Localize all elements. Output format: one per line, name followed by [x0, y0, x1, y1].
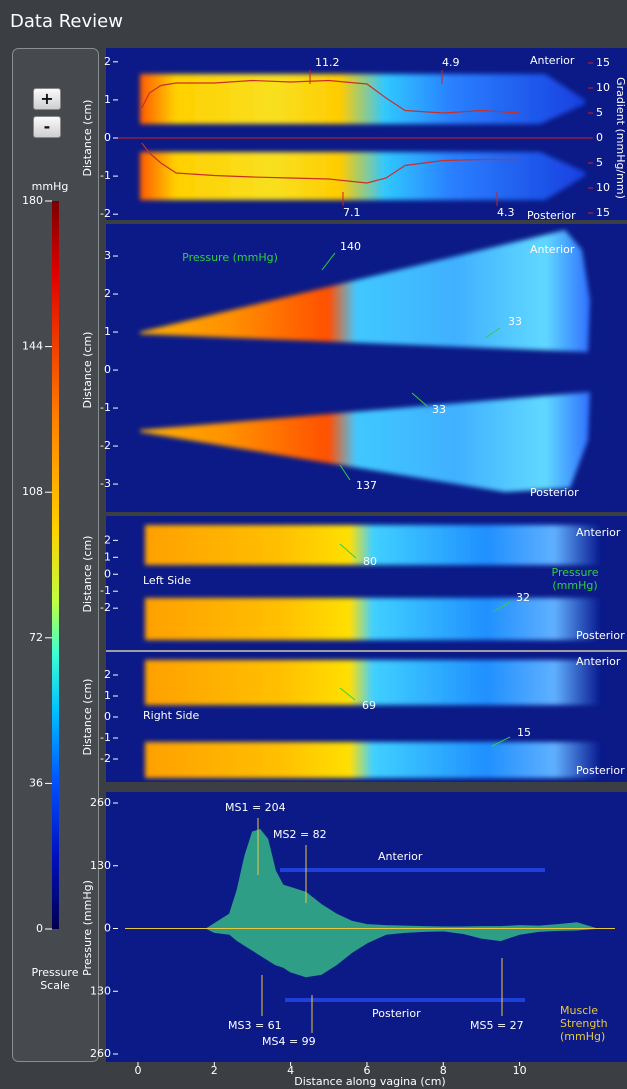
scale-tick-label: 72: [29, 631, 43, 644]
annotation: 7.1: [343, 206, 361, 219]
sensor-strip: [280, 868, 545, 872]
pressure-map: [145, 742, 600, 778]
pressure-caption: Pressure (mmHg): [545, 566, 605, 592]
y-tick-label: -3: [100, 477, 111, 490]
y-tick-label: -2: [100, 601, 111, 614]
y-tick-label: -1: [100, 401, 111, 414]
y-tick-label: 3: [104, 249, 111, 262]
y-tick-label: 0: [104, 922, 111, 935]
annotation: 69: [362, 699, 376, 712]
sensor-strip: [285, 998, 525, 1002]
y-tick-label: 130: [90, 984, 111, 997]
annotation: 80: [363, 555, 377, 568]
x-tick-label: 10: [513, 1064, 527, 1077]
side-label: Right Side: [143, 709, 199, 722]
scale-unit: mmHg: [32, 180, 69, 193]
y-tick-label: -2: [100, 752, 111, 765]
y-axis-title: Pressure (mmHg): [81, 880, 94, 976]
x-axis-title: Distance along vagina (cm): [294, 1075, 445, 1088]
x-tick-label: 2: [211, 1064, 218, 1077]
x-tick-label: 0: [134, 1064, 141, 1077]
anterior-label: Anterior: [530, 243, 575, 256]
posterior-label: Posterior: [576, 629, 625, 642]
y2-tick-label: 0: [596, 131, 603, 144]
annotation: 32: [516, 591, 530, 604]
x-tick-label: 4: [287, 1064, 294, 1077]
annotation: 33: [432, 403, 446, 416]
annotation: MS4 = 99: [262, 1035, 316, 1048]
scale-tick-label: 36: [29, 776, 43, 789]
annotation: 15: [517, 726, 531, 739]
scale-tick-label: 180: [22, 194, 43, 207]
y-tick-label: -2: [100, 439, 111, 452]
zoom-out-button[interactable]: -: [33, 116, 61, 138]
scale-tick-label: 0: [36, 922, 43, 935]
color-bar: [52, 201, 59, 929]
y-axis-title: Distance (cm): [81, 332, 94, 409]
y-axis-title: Distance (cm): [81, 100, 94, 177]
scale-tick-label: 108: [22, 485, 43, 498]
y2-tick-label: 10: [596, 181, 610, 194]
y-tick-label: 1: [104, 93, 111, 106]
anterior-label: Anterior: [576, 655, 621, 668]
anterior-label: Anterior: [530, 54, 575, 67]
annotation: 4.9: [442, 56, 460, 69]
scale-tick-label: 144: [22, 340, 43, 353]
y-tick-label: 2: [104, 668, 111, 681]
y-tick-label: 2: [104, 287, 111, 300]
y-tick-label: 2: [104, 533, 111, 546]
y-tick-label: 0: [104, 710, 111, 723]
annotation: MS2 = 82: [273, 828, 327, 841]
pressure-caption: Pressure (mmHg): [160, 251, 300, 264]
y-tick-label: 260: [90, 1047, 111, 1060]
annotation: 33: [508, 315, 522, 328]
y-tick-label: 130: [90, 859, 111, 872]
y-tick-label: -1: [100, 584, 111, 597]
y-tick-label: 1: [104, 325, 111, 338]
annotation: 137: [356, 479, 377, 492]
posterior-label: Posterior: [372, 1007, 421, 1020]
y-axis-title: Distance (cm): [81, 679, 94, 756]
anterior-label: Anterior: [576, 526, 621, 539]
y2-tick-label: 10: [596, 81, 610, 94]
annotation: 140: [340, 240, 361, 253]
annotation: MS5 = 27: [470, 1019, 524, 1032]
y-tick-label: 0: [104, 567, 111, 580]
scale-title: Pressure Scale: [20, 966, 90, 992]
y2-axis-title: Gradient (mmHg/mm): [614, 77, 627, 199]
annotation: 11.2: [315, 56, 340, 69]
y-tick-label: 0: [104, 131, 111, 144]
y-tick-label: -1: [100, 731, 111, 744]
y2-tick-label: 15: [596, 206, 610, 219]
pressure-map: [145, 598, 600, 640]
y-tick-label: -2: [100, 207, 111, 220]
muscle-strength-note: Muscle Strength (mmHg): [560, 1004, 624, 1043]
screen: Data Review mmHg 18014410872360AnteriorP…: [0, 0, 627, 1089]
y2-tick-label: 15: [596, 56, 610, 69]
pressure-map: [140, 74, 585, 124]
annotation: MS3 = 61: [228, 1019, 282, 1032]
y2-tick-label: 5: [596, 156, 603, 169]
y-tick-label: 2: [104, 55, 111, 68]
zoom-in-button[interactable]: +: [33, 88, 61, 110]
y-axis-title: Distance (cm): [81, 536, 94, 613]
y-tick-label: 1: [104, 689, 111, 702]
y-tick-label: -1: [100, 169, 111, 182]
anterior-label: Anterior: [378, 850, 423, 863]
posterior-label: Posterior: [530, 486, 579, 499]
posterior-label: Posterior: [527, 209, 576, 222]
page-title: Data Review: [10, 11, 123, 32]
side-label: Left Side: [143, 574, 191, 587]
y-tick-label: 260: [90, 796, 111, 809]
annotation: 4.3: [497, 206, 515, 219]
posterior-label: Posterior: [576, 764, 625, 777]
y-tick-label: 1: [104, 550, 111, 563]
page: Data Review mmHg 18014410872360AnteriorP…: [0, 0, 627, 1089]
y2-tick-label: 5: [596, 106, 603, 119]
y-tick-label: 0: [104, 363, 111, 376]
annotation: MS1 = 204: [225, 801, 286, 814]
